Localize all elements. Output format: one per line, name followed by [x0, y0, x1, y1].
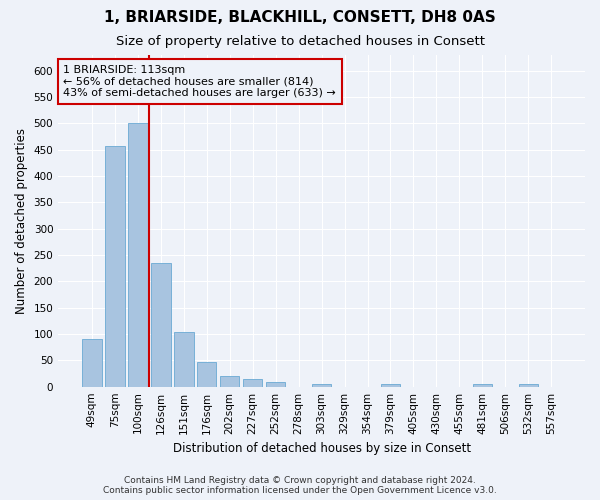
Bar [243, 380, 262, 386]
Bar [518, 384, 538, 386]
Bar [197, 362, 217, 386]
Bar [266, 382, 286, 386]
Bar [128, 124, 148, 386]
Text: 1, BRIARSIDE, BLACKHILL, CONSETT, DH8 0AS: 1, BRIARSIDE, BLACKHILL, CONSETT, DH8 0A… [104, 10, 496, 25]
Text: 1 BRIARSIDE: 113sqm
← 56% of detached houses are smaller (814)
43% of semi-detac: 1 BRIARSIDE: 113sqm ← 56% of detached ho… [64, 65, 336, 98]
Text: Contains HM Land Registry data © Crown copyright and database right 2024.
Contai: Contains HM Land Registry data © Crown c… [103, 476, 497, 495]
Bar [174, 332, 194, 386]
Text: Size of property relative to detached houses in Consett: Size of property relative to detached ho… [115, 35, 485, 48]
Bar [105, 146, 125, 386]
Y-axis label: Number of detached properties: Number of detached properties [15, 128, 28, 314]
Bar [381, 384, 400, 386]
Bar [82, 340, 101, 386]
Bar [151, 263, 170, 386]
X-axis label: Distribution of detached houses by size in Consett: Distribution of detached houses by size … [173, 442, 470, 455]
Bar [220, 376, 239, 386]
Bar [312, 384, 331, 386]
Bar [473, 384, 492, 386]
